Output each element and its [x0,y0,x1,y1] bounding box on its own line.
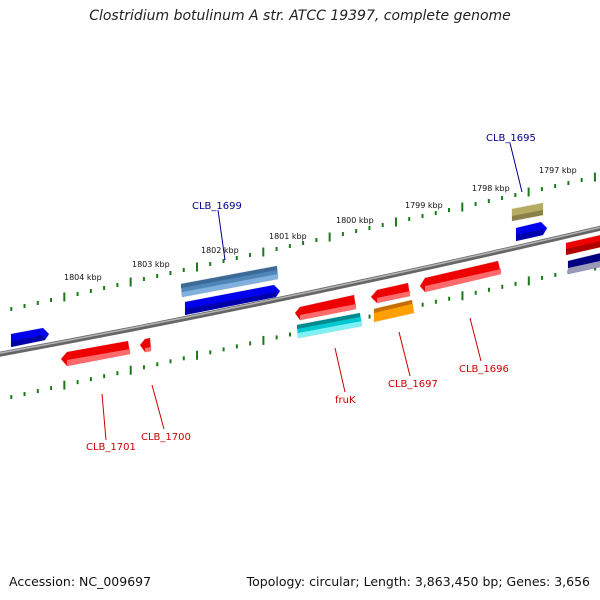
gene-plus-red-edge[interactable] [566,234,600,255]
gene-minus-red-mid[interactable] [295,295,356,320]
gene-plus-blue-a[interactable] [516,222,547,241]
minus-strand-genes [61,252,600,366]
gene-clb-1700[interactable] [140,338,151,352]
genome-stats-text: Topology: circular; Length: 3,863,450 bp… [246,574,590,589]
gene-clb-1699[interactable] [181,266,278,297]
scale-label-1801: 1801 kbp [269,232,307,241]
gene-labels: CLB_1695 CLB_1699 CLB_1696 CLB_1697 fruK… [86,133,536,453]
scale-ticks-upper [10,172,596,312]
gene-label-clb-1701[interactable]: CLB_1701 [86,442,136,453]
gene-label-clb-1699[interactable]: CLB_1699 [192,201,242,212]
label-leaders [101,142,523,441]
scale-label-1800: 1800 kbp [336,216,374,225]
gene-label-clb-1695[interactable]: CLB_1695 [486,133,536,144]
gene-label-clb-1696[interactable]: CLB_1696 [459,364,509,375]
gene-minus-navy-edge[interactable] [568,252,600,274]
scale-label-1803: 1803 kbp [132,260,170,269]
gene-plus-blue-b[interactable] [185,285,280,315]
gene-label-fruk[interactable]: fruK [335,395,356,406]
scale-label-1804: 1804 kbp [64,273,102,282]
scale-ticks-lower [10,261,597,400]
scale-labels: 1797 kbp 1798 kbp 1799 kbp 1800 kbp 1801… [64,166,577,282]
accession-text: Accession: NC_009697 [9,574,152,589]
gene-clb-1696[interactable] [420,261,501,292]
gene-clb-1697[interactable] [374,300,414,322]
gene-clb-1695[interactable] [512,203,543,221]
scale-label-1797: 1797 kbp [539,166,577,175]
scale-label-1802: 1802 kbp [201,246,239,255]
gene-clb-1701[interactable] [61,341,130,366]
gene-minus-red-small[interactable] [371,283,410,303]
gene-fruk[interactable] [297,313,362,338]
genome-title: Clostridium botulinum A str. ATCC 19397,… [89,8,511,24]
scale-label-1799: 1799 kbp [405,201,443,210]
gene-label-clb-1697[interactable]: CLB_1697 [388,379,438,390]
gene-plus-blue-c[interactable] [11,328,49,347]
genome-backbone [0,225,600,357]
gene-label-clb-1700[interactable]: CLB_1700 [141,432,191,443]
scale-label-1798: 1798 kbp [472,184,510,193]
plus-strand-genes [11,203,600,347]
